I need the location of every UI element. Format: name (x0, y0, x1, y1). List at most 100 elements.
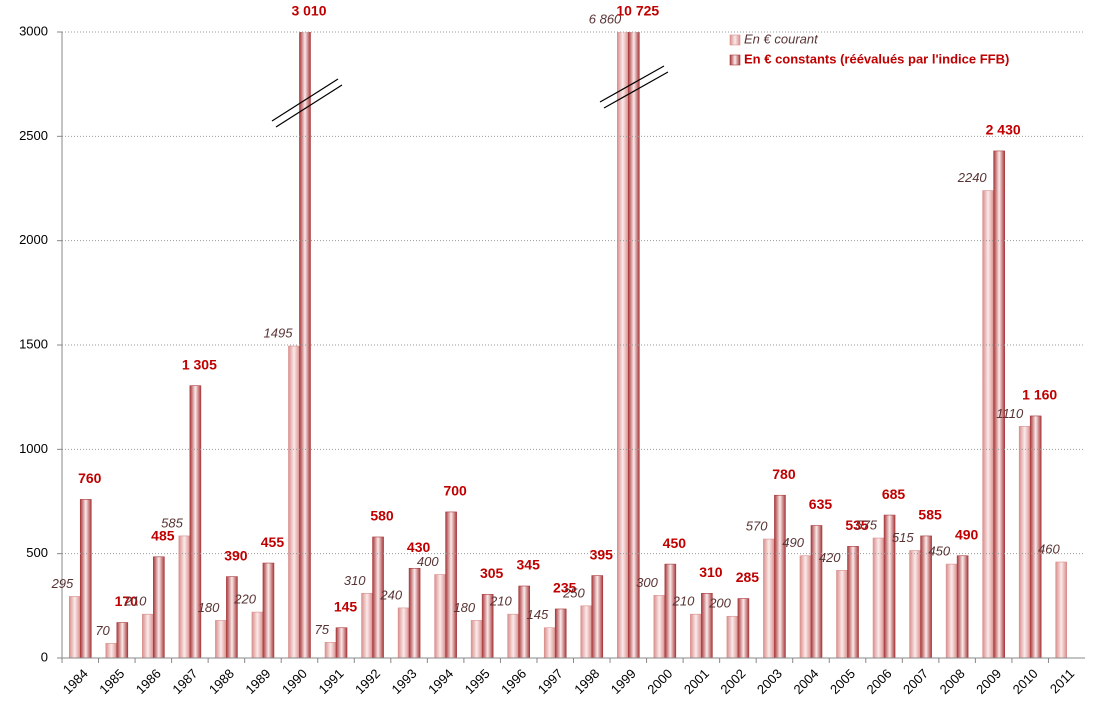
x-tick-label: 2005 (827, 666, 858, 697)
bar (397, 607, 410, 659)
bar (105, 643, 118, 659)
value-label: 305 (480, 565, 504, 581)
value-label: 450 (928, 544, 950, 559)
value-label: 210 (672, 594, 695, 609)
bar (664, 563, 677, 659)
x-tick-label: 1994 (425, 666, 456, 697)
legend-swatch (729, 34, 741, 46)
bar (554, 608, 567, 659)
value-label: 210 (124, 594, 147, 609)
value-label: 395 (590, 546, 614, 562)
bar (628, 32, 640, 659)
value-label: 2 430 (986, 122, 1021, 138)
y-tick-label: 1500 (19, 336, 48, 351)
bar (408, 567, 421, 659)
value-label: 2240 (957, 170, 988, 185)
bar (810, 525, 823, 659)
value-label: 460 (1038, 541, 1060, 556)
value-label: 580 (370, 508, 394, 524)
value-label: 780 (772, 466, 796, 482)
bar (215, 620, 227, 659)
bar (799, 555, 812, 659)
y-tick-label: 0 (41, 649, 48, 664)
y-tick-label: 1000 (19, 441, 48, 456)
bar (836, 570, 848, 659)
x-tick-label: 1995 (462, 666, 493, 697)
value-label: 240 (379, 587, 402, 602)
bar (847, 546, 859, 659)
bar (1055, 561, 1068, 659)
value-label: 1 305 (182, 356, 217, 372)
bar (909, 550, 921, 659)
value-label: 490 (782, 535, 804, 550)
bar (726, 615, 739, 659)
y-tick-label: 2000 (19, 232, 48, 247)
value-label: 75 (315, 622, 330, 637)
value-label: 70 (95, 623, 110, 638)
value-label: 455 (261, 534, 285, 550)
value-label: 1495 (264, 325, 294, 340)
x-tick-label: 1988 (206, 666, 237, 697)
value-label: 145 (527, 607, 549, 622)
value-label: 250 (562, 585, 585, 600)
bar (543, 627, 556, 659)
x-tick-label: 2010 (1010, 666, 1041, 697)
y-tick-label: 3000 (19, 23, 48, 38)
bar (262, 562, 275, 659)
value-label: 700 (443, 483, 467, 499)
bar (872, 537, 885, 659)
value-label: 515 (892, 530, 914, 545)
x-tick-label: 1993 (389, 666, 420, 697)
x-tick-label: 2007 (900, 666, 931, 697)
axis-break (271, 65, 669, 128)
x-tick-label: 1998 (571, 666, 602, 697)
bar (361, 593, 373, 659)
bar (617, 32, 629, 659)
x-tick-label: 1987 (169, 666, 200, 697)
y-tick-label: 500 (26, 545, 48, 560)
value-label: 535 (845, 517, 869, 533)
bar (580, 605, 593, 659)
x-tick-label: 1996 (498, 666, 529, 697)
x-tick-label: 2008 (937, 666, 968, 697)
bars (68, 32, 1068, 659)
bar (299, 32, 311, 659)
x-tick-label: 2000 (644, 666, 675, 697)
value-label: 6 860 (589, 11, 622, 26)
value-label: 210 (489, 594, 512, 609)
x-tick-label: 1989 (242, 666, 273, 697)
x-tick-label: 1985 (96, 666, 127, 697)
value-label: 685 (882, 486, 906, 502)
value-label: 180 (198, 600, 220, 615)
bar (507, 613, 519, 659)
bar (945, 563, 958, 659)
bar (178, 535, 191, 659)
x-tick-label: 1992 (352, 666, 383, 697)
bar (591, 575, 604, 659)
value-label: 450 (663, 535, 687, 551)
bar (763, 538, 775, 659)
value-label: 170 (115, 593, 139, 609)
x-tick-label: 2011 (1047, 666, 1077, 696)
x-tick-label: 1986 (133, 666, 164, 697)
legend-label: En € courant (744, 31, 819, 46)
value-label: 570 (746, 518, 768, 533)
value-label: 180 (453, 600, 475, 615)
bar (982, 190, 994, 659)
bar (470, 620, 483, 659)
value-label: 760 (78, 470, 102, 486)
bar (226, 576, 238, 659)
value-label: 635 (809, 496, 833, 512)
bar (68, 596, 81, 659)
bar (324, 642, 337, 659)
bar (956, 555, 969, 659)
bar (251, 611, 264, 659)
bar (335, 627, 348, 659)
value-label: 585 (161, 515, 183, 530)
value-label: 430 (407, 539, 431, 555)
x-tick-label: 2006 (864, 666, 895, 697)
value-label: 200 (708, 596, 731, 611)
bar (1018, 426, 1031, 659)
x-tick-label: 2002 (717, 666, 748, 697)
